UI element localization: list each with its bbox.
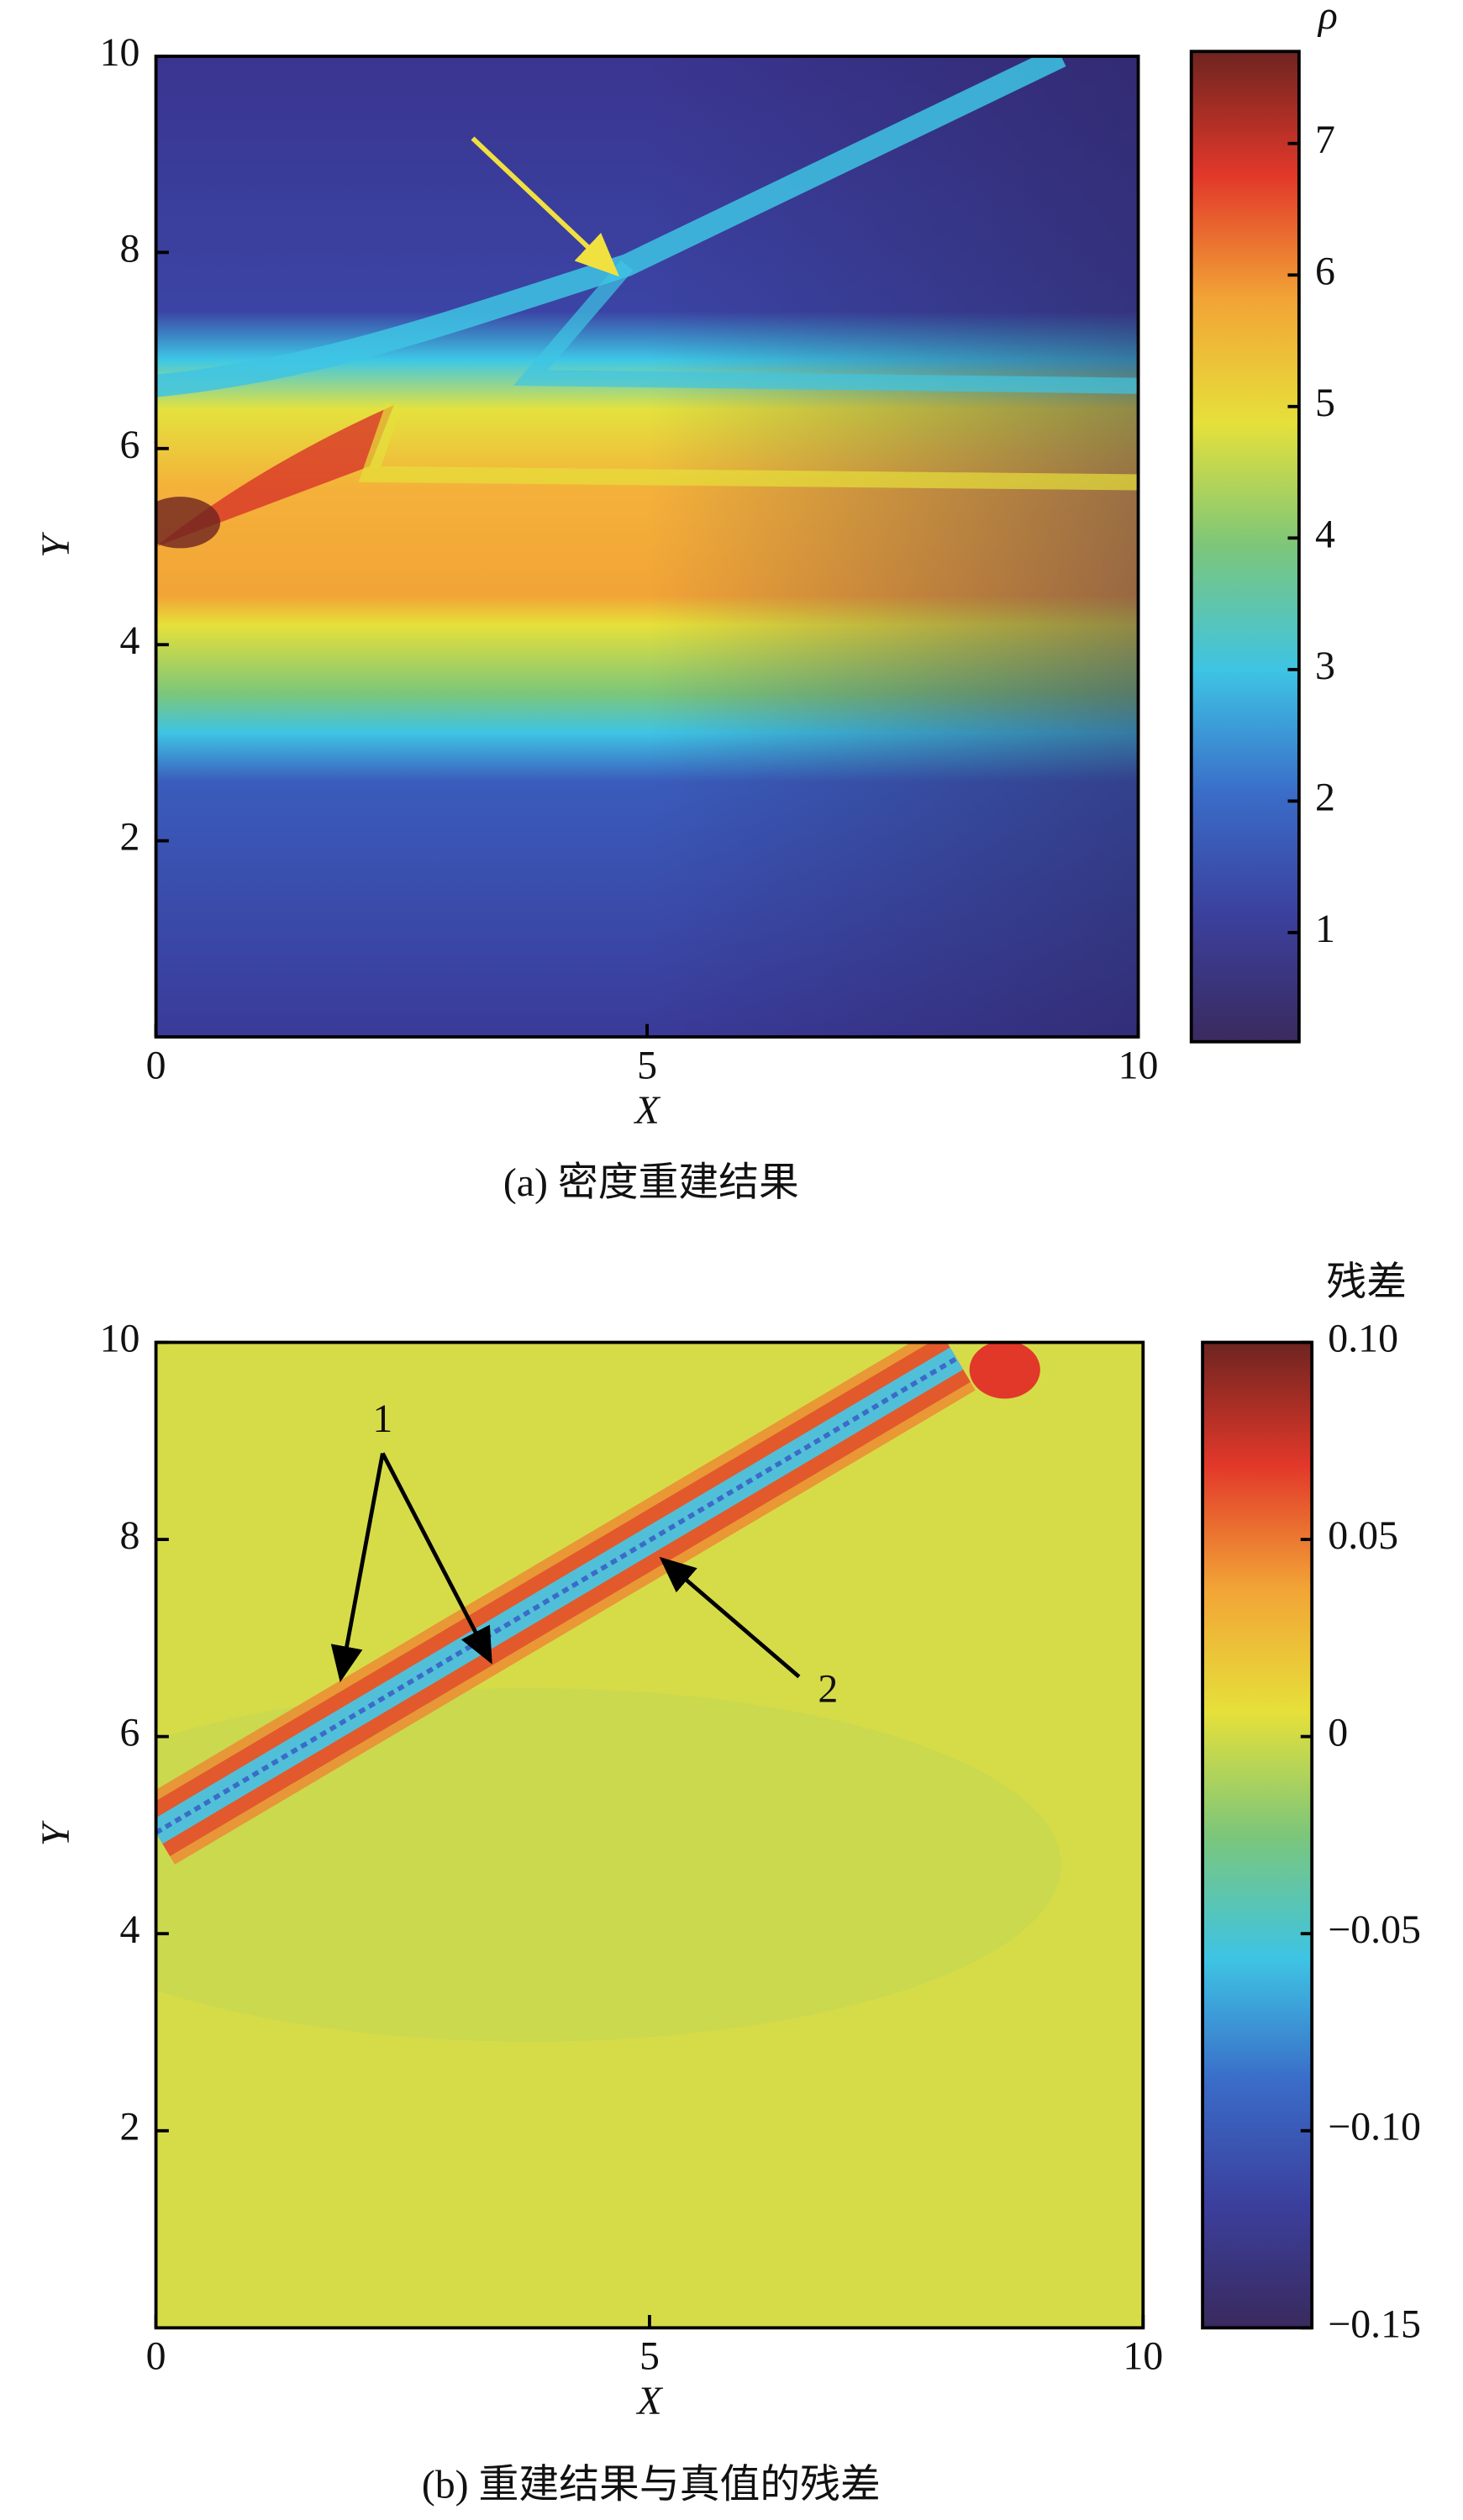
y-tick-label: 8 [120,1513,140,1558]
colorbar-tick-label: 3 [1315,644,1335,688]
colorbar-tick-label: 0.05 [1328,1513,1398,1558]
colorbar-tick-label: 2 [1315,775,1335,819]
x-axis-label: X [633,1088,660,1133]
heatmap-a [155,55,1139,1038]
caption: (a) 密度重建结果 [503,1160,799,1205]
caption: (b) 重建结果与真值的残差 [422,2463,881,2507]
colorbar-tick-label: 7 [1315,118,1335,162]
y-tick-label: 4 [120,618,140,663]
colorbar-tick-label: 1 [1315,907,1335,951]
y-tick-label: 8 [120,226,140,271]
y-axis-label: Y [34,1820,78,1846]
y-tick-label: 6 [120,1711,140,1755]
colorbar [1189,50,1301,1044]
colorbar-tick-label: −0.15 [1328,2302,1421,2346]
colorbar [1201,1340,1314,2330]
x-tick-label: 5 [639,2334,660,2379]
y-tick-label: 2 [120,2105,140,2149]
colorbar-tick-label: 6 [1315,249,1335,293]
y-tick-label: 2 [120,815,140,860]
heatmap-b [155,1342,1144,2328]
colorbar-label: 残差 [1326,1260,1407,1305]
x-tick-label: 5 [637,1043,657,1087]
y-axis-label: Y [34,532,78,558]
annotation: 1 [372,1397,392,1441]
x-tick-label: 10 [1123,2334,1163,2379]
colorbar-tick-label: −0.05 [1328,1907,1421,1952]
y-tick-label: 10 [100,1317,140,1361]
y-tick-label: 6 [120,423,140,467]
y-tick-label: 4 [120,1907,140,1952]
figure: 1 2 0 5 10 2 4 6 8 10 X Y (a) 密度重建结果 1 2 3 4 5 6 7 ρ 0 5 10 2 4… [34,0,1421,2507]
x-tick-label: 0 [146,2334,166,2379]
annotation: 2 [818,1667,838,1712]
colorbar-label: ρ [1317,0,1338,38]
x-tick-label: 10 [1118,1043,1159,1087]
x-tick-label: 0 [146,1043,166,1087]
y-tick-label: 10 [100,30,140,75]
colorbar-tick-label: 0 [1328,1711,1348,1755]
colorbar-tick-label: 4 [1315,512,1335,556]
colorbar-tick-label: −0.10 [1328,2105,1421,2149]
colorbar-tick-label: 0.10 [1328,1317,1398,1361]
x-axis-label: X [635,2379,663,2423]
colorbar-tick-label: 5 [1315,381,1335,425]
